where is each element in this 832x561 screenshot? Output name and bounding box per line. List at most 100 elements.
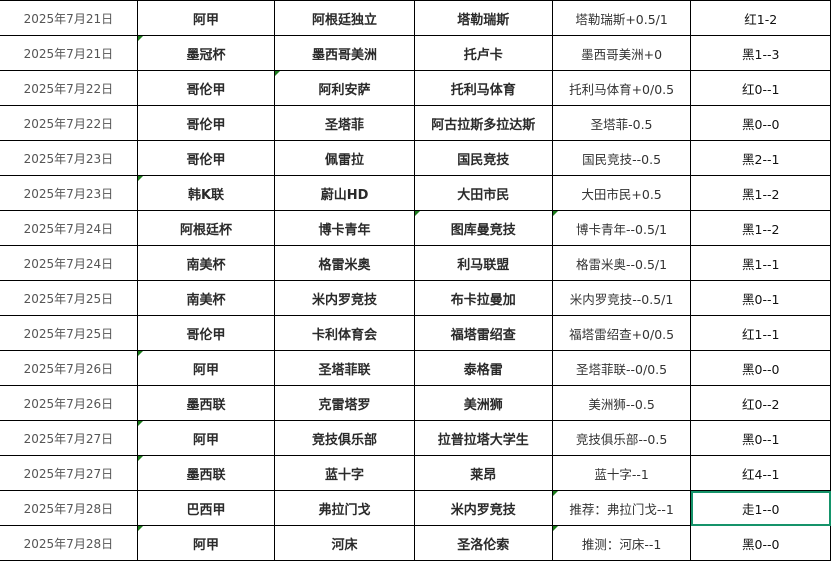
cell-date[interactable]: 2025年7月28日	[0, 490, 138, 526]
cell-pick[interactable]: 米内罗竞技--0.5/1	[551, 280, 692, 316]
cell-home[interactable]: 博卡青年	[274, 210, 415, 246]
cell-result[interactable]: 黑1--2	[690, 210, 831, 246]
cell-result[interactable]: 黑1--1	[690, 245, 831, 281]
cell-league[interactable]: 阿甲	[136, 420, 276, 456]
cell-result[interactable]: 黑0--1	[690, 280, 831, 316]
cell-away[interactable]: 福塔雷绍查	[413, 315, 553, 351]
cell-date[interactable]: 2025年7月26日	[0, 350, 138, 386]
cell-league[interactable]: 哥伦甲	[136, 315, 276, 351]
cell-date[interactable]: 2025年7月24日	[0, 210, 138, 246]
cell-home[interactable]: 蓝十字	[274, 455, 415, 491]
cell-pick[interactable]: 圣塔菲-0.5	[551, 105, 692, 141]
cell-result[interactable]: 黑1--2	[690, 175, 831, 211]
cell-home[interactable]: 克雷塔罗	[274, 385, 415, 421]
cell-date[interactable]: 2025年7月26日	[0, 385, 138, 421]
cell-pick[interactable]: 福塔雷绍查+0/0.5	[551, 315, 692, 351]
cell-away[interactable]: 泰格雷	[413, 350, 553, 386]
cell-away[interactable]: 米内罗竞技	[413, 490, 553, 526]
cell-home[interactable]: 米内罗竞技	[274, 280, 415, 316]
cell-date[interactable]: 2025年7月21日	[0, 35, 138, 71]
cell-away[interactable]: 莱昂	[413, 455, 553, 491]
cell-home[interactable]: 阿根廷独立	[274, 0, 415, 36]
cell-league[interactable]: 阿甲	[136, 0, 276, 36]
cell-date[interactable]: 2025年7月25日	[0, 315, 138, 351]
cell-league[interactable]: 哥伦甲	[136, 105, 276, 141]
cell-result[interactable]: 黑0--0	[690, 105, 831, 141]
cell-home[interactable]: 弗拉门戈	[274, 490, 415, 526]
cell-away[interactable]: 美洲狮	[413, 385, 553, 421]
cell-date[interactable]: 2025年7月25日	[0, 280, 138, 316]
cell-result[interactable]: 黑1--3	[690, 35, 831, 71]
cell-away[interactable]: 托利马体育	[413, 70, 553, 106]
cell-result[interactable]: 走1--0	[690, 490, 831, 526]
cell-pick[interactable]: 国民竞技--0.5	[551, 140, 692, 176]
table-row: 2025年7月24日 南美杯 格雷米奥 利马联盟 格雷米奥--0.5/1 黑1--1	[0, 245, 831, 281]
cell-result[interactable]: 黑0--0	[690, 350, 831, 386]
cell-result[interactable]: 红1-2	[690, 0, 831, 36]
cell-home[interactable]: 蔚山HD	[274, 175, 415, 211]
cell-away[interactable]: 阿古拉斯多拉达斯	[413, 105, 553, 141]
cell-result[interactable]: 红4--1	[690, 455, 831, 491]
cell-away[interactable]: 托卢卡	[413, 35, 553, 71]
cell-league[interactable]: 哥伦甲	[136, 140, 276, 176]
cell-pick[interactable]: 墨西哥美洲+0	[551, 35, 692, 71]
cell-result[interactable]: 红0--1	[690, 70, 831, 106]
cell-home[interactable]: 圣塔菲联	[274, 350, 415, 386]
cell-pick[interactable]: 蓝十字--1	[551, 455, 692, 491]
cell-home[interactable]: 圣塔菲	[274, 105, 415, 141]
cell-away[interactable]: 图库曼竞技	[413, 210, 553, 246]
cell-away[interactable]: 圣洛伦索	[413, 525, 553, 561]
cell-away[interactable]: 利马联盟	[413, 245, 553, 281]
cell-home[interactable]: 佩雷拉	[274, 140, 415, 176]
comment-marker-icon	[138, 36, 143, 41]
cell-league[interactable]: 巴西甲	[136, 490, 276, 526]
cell-league[interactable]: 阿甲	[136, 350, 276, 386]
cell-league[interactable]: 韩K联	[136, 175, 276, 211]
cell-league[interactable]: 墨西联	[136, 385, 276, 421]
cell-pick[interactable]: 推荐：弗拉门戈--1	[551, 490, 692, 526]
cell-date[interactable]: 2025年7月28日	[0, 525, 138, 561]
cell-date[interactable]: 2025年7月27日	[0, 420, 138, 456]
cell-result[interactable]: 黑0--1	[690, 420, 831, 456]
cell-league[interactable]: 阿甲	[136, 525, 276, 561]
cell-away[interactable]: 布卡拉曼加	[413, 280, 553, 316]
cell-pick[interactable]: 圣塔菲联--0/0.5	[551, 350, 692, 386]
cell-pick[interactable]: 美洲狮--0.5	[551, 385, 692, 421]
cell-date[interactable]: 2025年7月23日	[0, 175, 138, 211]
cell-home[interactable]: 阿利安萨	[274, 70, 415, 106]
cell-date[interactable]: 2025年7月21日	[0, 0, 138, 36]
cell-result[interactable]: 黑2--1	[690, 140, 831, 176]
cell-home[interactable]: 格雷米奥	[274, 245, 415, 281]
cell-result[interactable]: 黑0--0	[690, 525, 831, 561]
cell-date[interactable]: 2025年7月27日	[0, 455, 138, 491]
cell-pick[interactable]: 托利马体育+0/0.5	[551, 70, 692, 106]
cell-pick[interactable]: 格雷米奥--0.5/1	[551, 245, 692, 281]
cell-league[interactable]: 墨西联	[136, 455, 276, 491]
cell-league[interactable]: 哥伦甲	[136, 70, 276, 106]
cell-pick[interactable]: 博卡青年--0.5/1	[551, 210, 692, 246]
cell-result[interactable]: 红0--2	[690, 385, 831, 421]
table-row: 2025年7月21日 阿甲 阿根廷独立 塔勒瑞斯 塔勒瑞斯+0.5/1 红1-2	[0, 0, 831, 36]
cell-home[interactable]: 墨西哥美洲	[274, 35, 415, 71]
cell-away[interactable]: 大田市民	[413, 175, 553, 211]
cell-away[interactable]: 拉普拉塔大学生	[413, 420, 553, 456]
cell-pick[interactable]: 大田市民+0.5	[551, 175, 692, 211]
cell-home[interactable]: 卡利体育会	[274, 315, 415, 351]
cell-date[interactable]: 2025年7月23日	[0, 140, 138, 176]
cell-date[interactable]: 2025年7月24日	[0, 245, 138, 281]
cell-pick[interactable]: 塔勒瑞斯+0.5/1	[551, 0, 692, 36]
cell-league[interactable]: 阿根廷杯	[136, 210, 276, 246]
cell-away[interactable]: 塔勒瑞斯	[413, 0, 553, 36]
cell-away[interactable]: 国民竞技	[413, 140, 553, 176]
cell-home[interactable]: 河床	[274, 525, 415, 561]
cell-league[interactable]: 墨冠杯	[136, 35, 276, 71]
cell-home[interactable]: 竞技俱乐部	[274, 420, 415, 456]
cell-pick[interactable]: 推测：河床--1	[551, 525, 692, 561]
cell-date[interactable]: 2025年7月22日	[0, 105, 138, 141]
cell-league[interactable]: 南美杯	[136, 280, 276, 316]
cell-pick[interactable]: 竞技俱乐部--0.5	[551, 420, 692, 456]
cell-result[interactable]: 红1--1	[690, 315, 831, 351]
cell-league[interactable]: 南美杯	[136, 245, 276, 281]
cell-date[interactable]: 2025年7月22日	[0, 70, 138, 106]
comment-marker-icon	[138, 176, 143, 181]
